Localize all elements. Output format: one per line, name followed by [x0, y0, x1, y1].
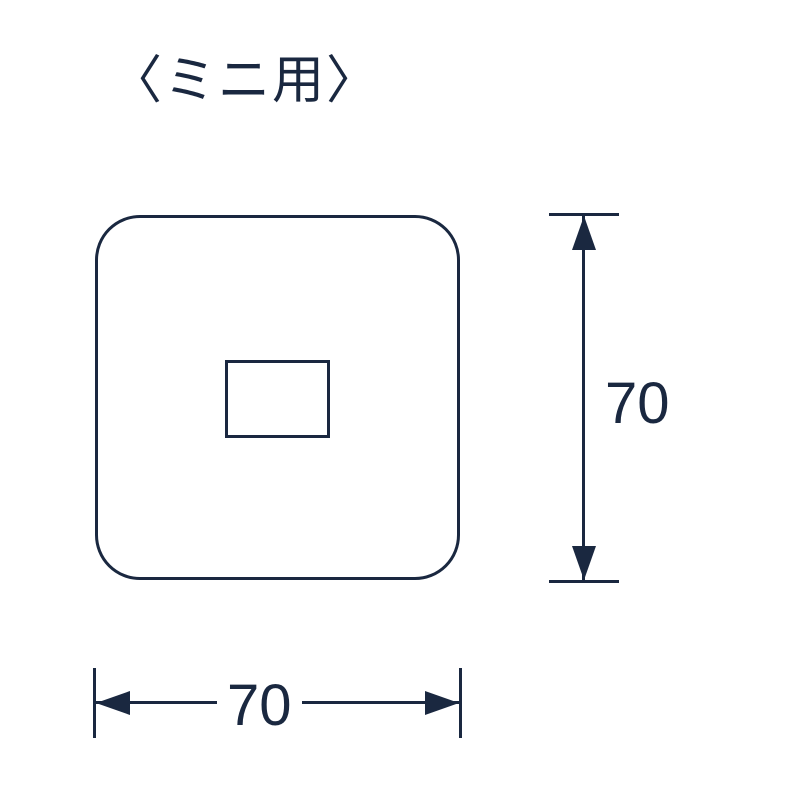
vdim-line [582, 216, 585, 580]
hdim-value: 70 [217, 672, 302, 739]
vdim-arrow-top-icon [572, 216, 596, 250]
hdim-arrow-left-icon [96, 691, 130, 715]
hdim-arrow-right-icon [425, 691, 459, 715]
vdim-arrow-bottom-icon [572, 546, 596, 580]
vdim-value: 70 [605, 370, 670, 437]
inner-rect-shape [225, 360, 330, 438]
diagram-title: 〈ミニ用〉 [110, 38, 380, 113]
vdim-extension-bottom [549, 580, 619, 583]
hdim-extension-right [459, 668, 462, 738]
